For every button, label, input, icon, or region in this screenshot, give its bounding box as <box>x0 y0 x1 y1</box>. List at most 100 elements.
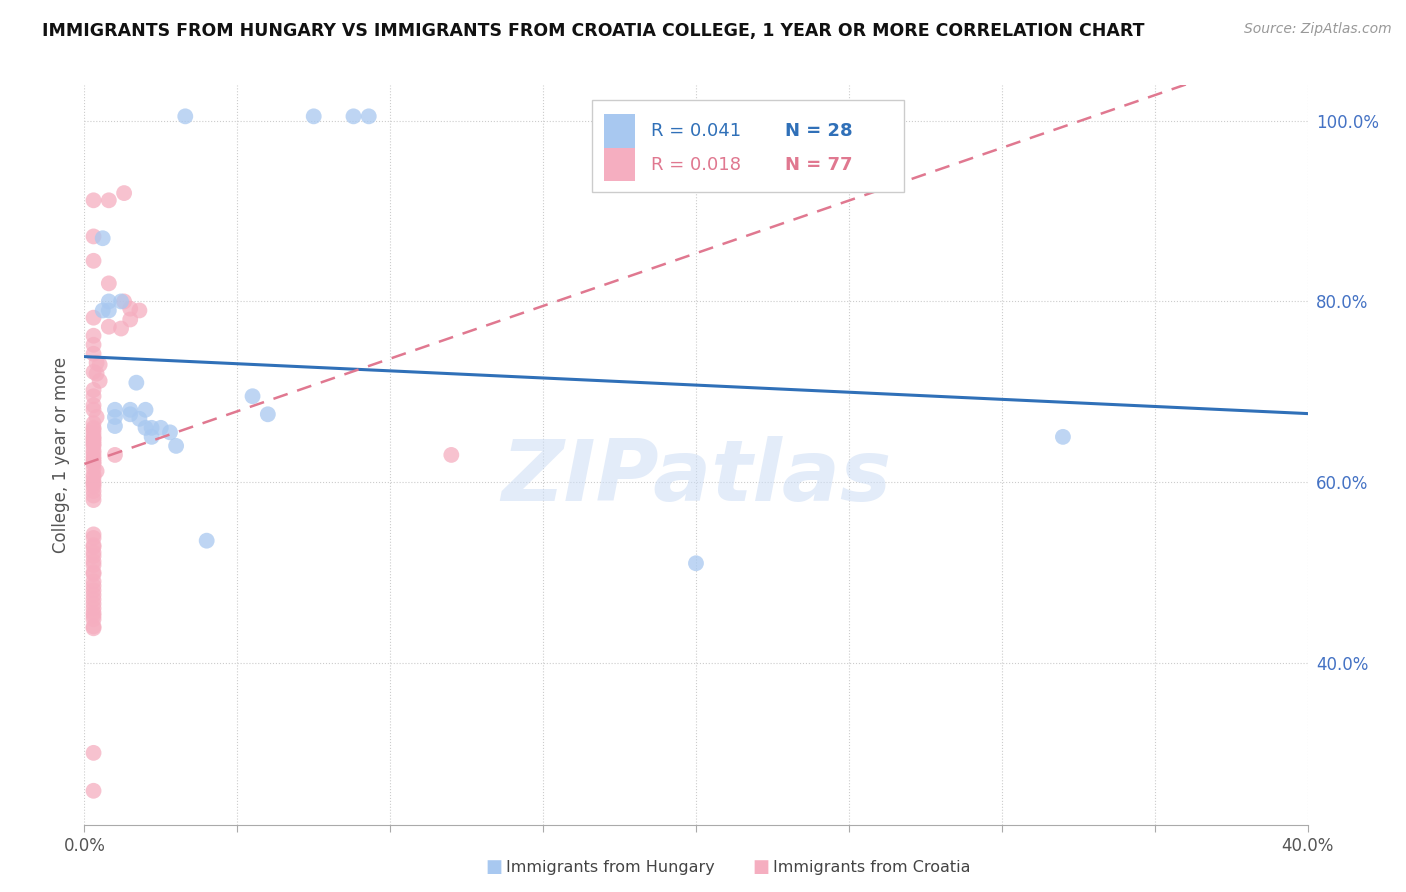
Text: IMMIGRANTS FROM HUNGARY VS IMMIGRANTS FROM CROATIA COLLEGE, 1 YEAR OR MORE CORRE: IMMIGRANTS FROM HUNGARY VS IMMIGRANTS FR… <box>42 22 1144 40</box>
Text: N = 28: N = 28 <box>786 121 853 140</box>
Point <box>104 402 127 417</box>
Point <box>128 303 150 318</box>
Point <box>86 409 108 424</box>
Point <box>159 425 181 440</box>
Point <box>83 443 105 458</box>
Point <box>83 421 105 435</box>
Point <box>83 784 105 798</box>
Point <box>112 186 135 200</box>
Point <box>195 533 218 548</box>
Point <box>97 319 120 334</box>
Text: ZIPatlas: ZIPatlas <box>501 435 891 518</box>
Point <box>83 437 105 451</box>
Text: N = 77: N = 77 <box>786 156 853 174</box>
Point <box>83 402 105 417</box>
Point <box>83 467 105 482</box>
Point <box>83 446 105 460</box>
Point <box>83 328 105 343</box>
Point <box>83 476 105 491</box>
Point <box>120 402 142 417</box>
Point <box>83 601 105 615</box>
Text: R = 0.041: R = 0.041 <box>651 121 741 140</box>
Point <box>83 554 105 568</box>
Text: Immigrants from Hungary: Immigrants from Hungary <box>506 861 714 875</box>
Point <box>125 376 148 390</box>
Point <box>83 612 105 626</box>
Point <box>83 229 105 244</box>
Point <box>83 417 105 431</box>
Point <box>83 608 105 623</box>
Point <box>83 450 105 464</box>
Point <box>83 310 105 325</box>
Point <box>83 365 105 379</box>
Point <box>357 109 380 123</box>
Point <box>83 434 105 449</box>
Point <box>83 383 105 397</box>
Point <box>83 389 105 403</box>
Point <box>242 389 264 403</box>
Point <box>83 479 105 493</box>
Point <box>120 312 142 326</box>
Point <box>257 407 280 421</box>
Point <box>141 430 163 444</box>
Point <box>83 338 105 352</box>
Point <box>83 746 105 760</box>
Point <box>112 294 135 309</box>
Point <box>83 619 105 633</box>
Point <box>83 489 105 503</box>
Point <box>685 556 707 570</box>
Point <box>83 583 105 598</box>
Y-axis label: College, 1 year or more: College, 1 year or more <box>52 357 70 553</box>
Point <box>83 493 105 508</box>
Point <box>104 419 127 434</box>
Point <box>110 321 132 335</box>
Text: Source: ZipAtlas.com: Source: ZipAtlas.com <box>1244 22 1392 37</box>
Text: ■: ■ <box>752 858 769 876</box>
Point <box>83 483 105 498</box>
Point <box>83 457 105 471</box>
Point <box>83 621 105 635</box>
Text: R = 0.018: R = 0.018 <box>651 156 741 174</box>
Point <box>83 567 105 582</box>
Point <box>83 423 105 437</box>
Point <box>83 461 105 475</box>
Point <box>135 421 157 435</box>
Point <box>302 109 325 123</box>
Point <box>83 531 105 545</box>
Point <box>83 455 105 469</box>
Point <box>83 432 105 446</box>
Point <box>83 574 105 589</box>
Point <box>83 549 105 563</box>
Point <box>83 558 105 572</box>
Point <box>86 356 108 370</box>
Point <box>83 475 105 489</box>
Point <box>83 566 105 580</box>
Point <box>83 527 105 541</box>
Point <box>83 538 105 552</box>
Point <box>149 421 172 435</box>
Point <box>86 464 108 478</box>
Point <box>110 294 132 309</box>
Point <box>83 470 105 484</box>
FancyBboxPatch shape <box>605 148 636 181</box>
Point <box>91 231 114 245</box>
Point <box>135 402 157 417</box>
Point <box>83 426 105 441</box>
Point <box>83 398 105 412</box>
Point <box>97 194 120 208</box>
Point <box>83 194 105 208</box>
Point <box>91 303 114 318</box>
Point <box>97 303 120 318</box>
Point <box>83 592 105 607</box>
Point <box>83 540 105 554</box>
Point <box>104 448 127 462</box>
Point <box>1052 430 1074 444</box>
FancyBboxPatch shape <box>592 100 904 192</box>
Text: Immigrants from Croatia: Immigrants from Croatia <box>773 861 970 875</box>
Point <box>440 448 463 462</box>
Point <box>174 109 197 123</box>
Point <box>89 358 111 372</box>
Point <box>83 588 105 602</box>
FancyBboxPatch shape <box>605 114 636 148</box>
Point <box>83 253 105 268</box>
